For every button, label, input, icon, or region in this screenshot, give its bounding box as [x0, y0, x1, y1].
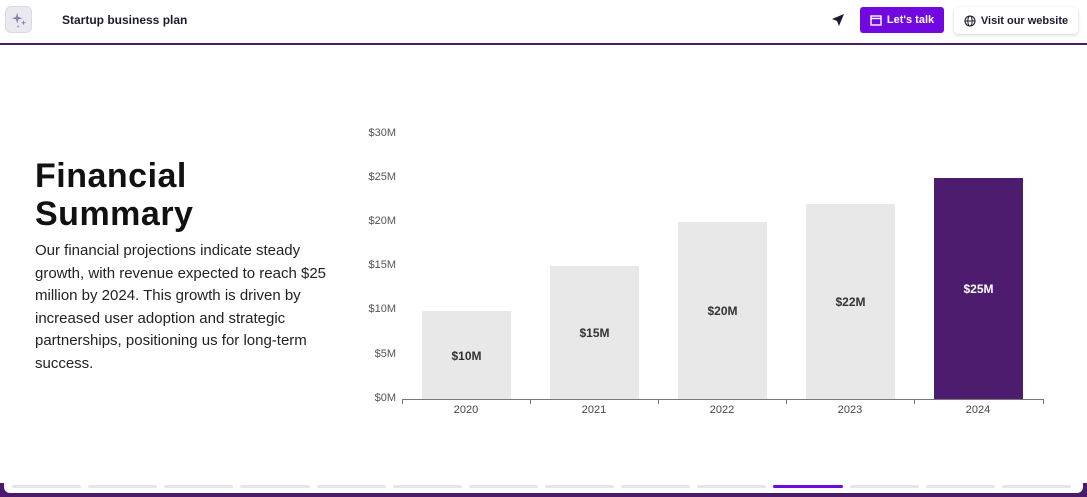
logo-button[interactable]: [5, 6, 32, 33]
sparkles-icon: [11, 12, 26, 28]
progress-segment-11-active[interactable]: [773, 485, 843, 488]
lets-talk-button[interactable]: Let's talk: [860, 7, 944, 33]
visit-website-button[interactable]: Visit our website: [954, 7, 1078, 34]
presentation-title: Startup business plan: [62, 13, 188, 27]
bar-2020[interactable]: $10M: [422, 311, 511, 399]
x-tick-label: 2023: [837, 404, 863, 416]
progress-segment-9[interactable]: [621, 485, 691, 488]
heading-line-1: Financial: [35, 157, 187, 195]
bar-value-label: $22M: [835, 294, 866, 309]
progress-segment-4[interactable]: [240, 485, 310, 488]
progress-segment-10[interactable]: [697, 485, 767, 488]
x-tick-mark: [1043, 399, 1044, 404]
bar-2023[interactable]: $22M: [806, 204, 895, 399]
y-tick: $20M: [368, 215, 396, 227]
y-tick: $30M: [368, 127, 396, 139]
x-tick-label: 2022: [709, 404, 735, 416]
x-tick-mark: [786, 399, 787, 404]
x-tick-mark: [402, 399, 403, 404]
progress-segment-5[interactable]: [316, 485, 386, 488]
send-arrow-icon[interactable]: [830, 12, 846, 28]
x-tick-mark: [914, 399, 915, 404]
slide-heading: Financial Summary: [35, 157, 193, 233]
progress-segment-6[interactable]: [392, 485, 462, 488]
x-tick-mark: [530, 399, 531, 404]
visit-website-label: Visit our website: [980, 14, 1069, 27]
slide-description: Our financial projections indicate stead…: [35, 242, 327, 372]
y-tick: $10M: [368, 303, 396, 315]
progress-segment-8[interactable]: [544, 485, 615, 488]
bar-value-label: $25M: [963, 281, 994, 296]
progress-track: [4, 483, 1083, 493]
calendar-icon: [870, 15, 882, 26]
y-tick: $5M: [374, 348, 396, 360]
progress-segment-2[interactable]: [88, 485, 158, 488]
progress-segment-12[interactable]: [849, 485, 919, 488]
bar-2022[interactable]: $20M: [678, 222, 767, 399]
x-tick-mark: [658, 399, 659, 404]
slide-progress-bar: [0, 483, 1087, 497]
top-bar: Startup business plan Let's talk Visit o…: [0, 0, 1087, 45]
x-tick-label: 2021: [581, 404, 607, 416]
progress-segment-14[interactable]: [1001, 485, 1071, 488]
x-tick-label: 2024: [965, 404, 991, 416]
bar-2021[interactable]: $15M: [550, 266, 639, 399]
y-tick: $15M: [368, 259, 396, 271]
progress-segment-7[interactable]: [468, 485, 538, 488]
x-tick-label: 2020: [453, 404, 479, 416]
lets-talk-label: Let's talk: [886, 14, 935, 26]
bar-value-label: $15M: [579, 325, 610, 340]
bar-value-label: $10M: [451, 349, 482, 363]
globe-icon: [964, 14, 976, 27]
heading-line-2: Summary: [35, 195, 194, 233]
progress-segment-13[interactable]: [925, 485, 995, 488]
progress-segment-3[interactable]: [164, 485, 234, 488]
y-tick: $0M: [374, 392, 396, 404]
x-axis-line: [402, 399, 1044, 400]
progress-segment-1[interactable]: [12, 485, 82, 488]
bar-value-label: $20M: [707, 303, 738, 318]
bar-2024[interactable]: $25M: [934, 178, 1023, 399]
y-tick: $25M: [368, 171, 396, 183]
